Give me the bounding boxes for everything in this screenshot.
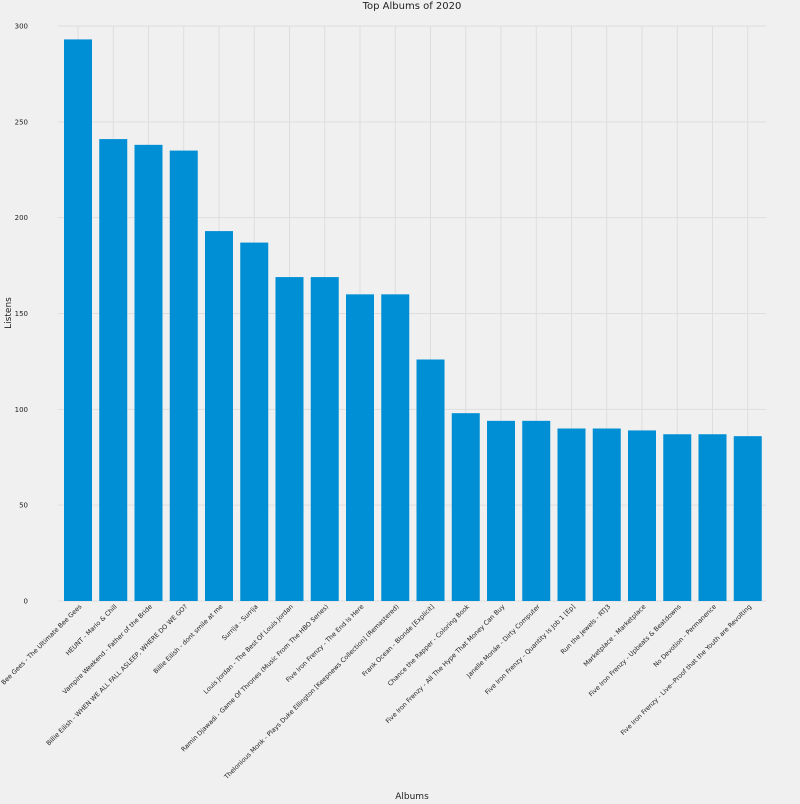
bar (733, 436, 762, 601)
x-axis-label: Albums (395, 792, 429, 802)
bar (451, 413, 480, 601)
bar (663, 434, 692, 601)
y-tick-label: 250 (15, 118, 28, 126)
y-tick-label: 100 (15, 406, 28, 414)
bar (628, 430, 656, 601)
bar (416, 359, 445, 601)
bar (346, 294, 374, 601)
bar (275, 277, 304, 601)
bar (698, 434, 727, 601)
y-tick-label: 300 (15, 23, 28, 31)
bar (169, 150, 198, 602)
y-tick-label: 0 (24, 598, 28, 606)
bars (64, 39, 762, 602)
bar (381, 294, 410, 601)
bar (592, 428, 621, 601)
bar (557, 428, 586, 601)
bar (310, 277, 339, 601)
bar (134, 144, 163, 602)
y-tick-label: 150 (15, 310, 28, 318)
y-tick-label: 200 (15, 214, 28, 222)
y-tick-label: 50 (19, 502, 28, 510)
bar (240, 242, 269, 602)
bar (64, 39, 92, 601)
y-axis-label: Listens (4, 297, 14, 329)
chart-title: Top Albums of 2020 (362, 1, 462, 12)
y-axis-ticks: 0 50 100 150 200 250 300 (15, 23, 28, 606)
bar (205, 231, 233, 602)
bar (99, 139, 128, 602)
bar (487, 420, 515, 601)
bar (522, 420, 551, 601)
